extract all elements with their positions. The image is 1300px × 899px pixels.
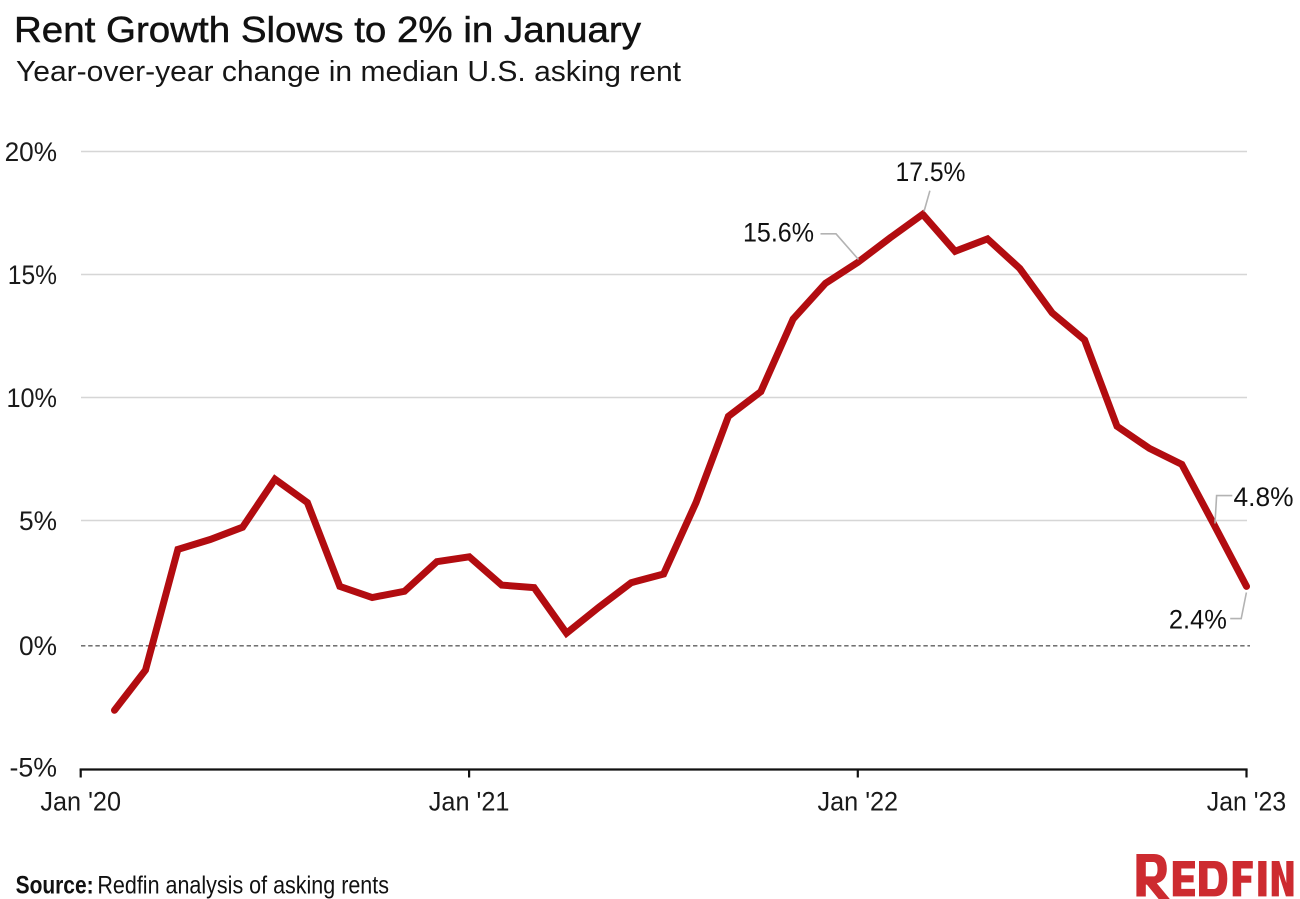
- svg-text:Jan '20: Jan '20: [40, 787, 121, 817]
- svg-text:20%: 20%: [5, 137, 57, 167]
- svg-text:15%: 15%: [8, 260, 57, 290]
- svg-text:2.4%: 2.4%: [1169, 605, 1227, 635]
- svg-text:15.6%: 15.6%: [743, 218, 814, 248]
- svg-text:Jan '21: Jan '21: [429, 787, 510, 817]
- svg-text:4.8%: 4.8%: [1234, 482, 1294, 512]
- svg-text:17.5%: 17.5%: [896, 157, 966, 187]
- svg-text:Jan '22: Jan '22: [818, 787, 899, 817]
- svg-text:-5%: -5%: [10, 753, 58, 783]
- svg-text:10%: 10%: [7, 383, 58, 413]
- svg-text:Year-over-year change in media: Year-over-year change in median U.S. ask…: [16, 56, 681, 88]
- svg-text:Rent Growth Slows to 2% in Jan: Rent Growth Slows to 2% in January: [14, 9, 641, 50]
- svg-text:5%: 5%: [19, 506, 57, 536]
- svg-text:Redfin analysis of asking rent: Redfin analysis of asking rents: [97, 872, 389, 899]
- svg-text:Source:: Source:: [16, 872, 94, 899]
- svg-text:0%: 0%: [19, 631, 57, 661]
- svg-text:Jan '23: Jan '23: [1207, 787, 1286, 817]
